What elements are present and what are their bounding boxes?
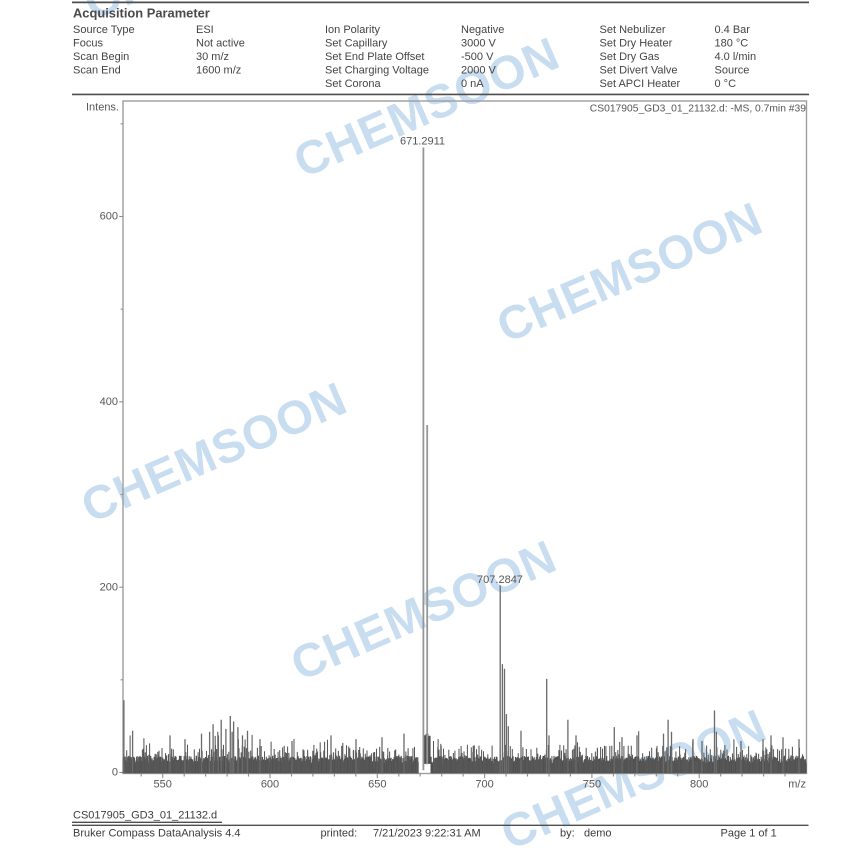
svg-text:Page 1 of 1: Page 1 of 1 [721, 828, 777, 840]
svg-text:Set Dry Gas: Set Dry Gas [600, 51, 660, 63]
svg-text:-500 V: -500 V [461, 51, 494, 63]
svg-text:ESI: ESI [196, 24, 214, 36]
svg-text:Acquisition Parameter: Acquisition Parameter [73, 6, 210, 21]
svg-text:Set Capillary: Set Capillary [325, 38, 388, 50]
svg-text:3000 V: 3000 V [461, 38, 497, 50]
svg-text:Source Type: Source Type [73, 24, 135, 36]
svg-text:Scan Begin: Scan Begin [73, 51, 129, 63]
svg-text:180 °C: 180 °C [715, 38, 749, 50]
svg-text:2000 V: 2000 V [461, 64, 497, 76]
svg-text:Set End Plate Offset: Set End Plate Offset [325, 51, 424, 63]
svg-text:0.4 Bar: 0.4 Bar [715, 24, 751, 36]
svg-text:Set APCI Heater: Set APCI Heater [600, 78, 681, 90]
svg-text:Set Nebulizer: Set Nebulizer [600, 24, 666, 36]
svg-text:CS017905_GD3_01_21132.d: CS017905_GD3_01_21132.d [73, 810, 217, 822]
svg-text:400: 400 [100, 396, 118, 408]
svg-text:Bruker Compass DataAnalysis 4.: Bruker Compass DataAnalysis 4.4 [73, 828, 241, 840]
svg-text:by:: by: [560, 828, 575, 840]
svg-text:600: 600 [100, 211, 118, 223]
svg-text:700: 700 [475, 779, 493, 791]
svg-text:Source: Source [715, 64, 750, 76]
svg-text:Set Corona: Set Corona [325, 78, 382, 90]
svg-text:0 °C: 0 °C [715, 78, 737, 90]
svg-text:CS017905_GD3_01_21132.d: -MS,: CS017905_GD3_01_21132.d: -MS, 0.7min #39 [590, 103, 806, 114]
svg-text:Focus: Focus [73, 38, 103, 50]
svg-text:800: 800 [690, 779, 708, 791]
svg-text:Intens.: Intens. [86, 101, 119, 113]
svg-text:m/z: m/z [788, 779, 806, 791]
svg-text:200: 200 [100, 581, 118, 593]
svg-text:0: 0 [112, 767, 118, 779]
svg-text:Set Charging Voltage: Set Charging Voltage [325, 64, 429, 76]
svg-text:550: 550 [154, 779, 172, 791]
svg-text:671.2911: 671.2911 [400, 135, 445, 147]
svg-text:707.2847: 707.2847 [477, 574, 523, 586]
svg-text:Ion Polarity: Ion Polarity [325, 24, 381, 36]
svg-text:Scan End: Scan End [73, 64, 121, 76]
svg-text:650: 650 [368, 779, 386, 791]
svg-text:printed:: printed: [321, 828, 358, 840]
svg-text:0 nA: 0 nA [461, 78, 484, 90]
svg-text:Set Dry Heater: Set Dry Heater [600, 38, 673, 50]
svg-text:7/21/2023 9:22:31 AM: 7/21/2023 9:22:31 AM [373, 828, 481, 840]
svg-text:600: 600 [261, 779, 279, 791]
svg-text:1600 m/z: 1600 m/z [196, 64, 241, 76]
svg-text:demo: demo [584, 828, 612, 840]
svg-text:Not active: Not active [196, 38, 245, 50]
svg-text:30 m/z: 30 m/z [196, 51, 229, 63]
svg-text:750: 750 [583, 779, 601, 791]
svg-text:4.0 l/min: 4.0 l/min [715, 51, 757, 63]
svg-text:Set Divert Valve: Set Divert Valve [600, 64, 678, 76]
svg-text:Negative: Negative [461, 24, 504, 36]
